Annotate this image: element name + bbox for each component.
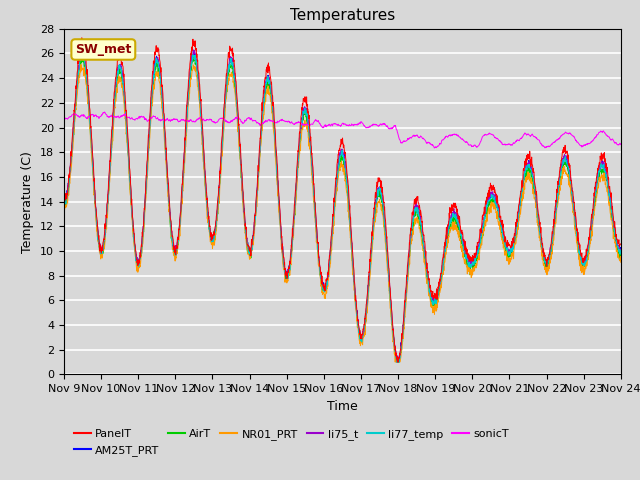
li75_t [60, 198, 68, 204]
AirT [88, 158, 96, 164]
PanelT [602, 158, 609, 164]
PanelT [331, 187, 339, 193]
AM25T_PRT [316, 268, 324, 274]
li77_temp [617, 250, 625, 255]
AM25T_PRT [602, 169, 609, 175]
PanelT [60, 197, 68, 203]
AirT [60, 203, 68, 209]
li75_t [499, 228, 507, 234]
AirT [499, 237, 507, 243]
Legend: PanelT, AM25T_PRT, AirT, NR01_PRT, li75_t, li77_temp, sonicT: PanelT, AM25T_PRT, AirT, NR01_PRT, li75_… [70, 425, 513, 460]
li77_temp [601, 169, 609, 175]
Line: PanelT: PanelT [64, 38, 621, 362]
AirT [393, 359, 401, 365]
AM25T_PRT [617, 245, 625, 251]
PanelT [89, 153, 97, 158]
sonicT [499, 142, 507, 147]
sonicT [601, 130, 609, 136]
li77_temp [499, 233, 507, 239]
sonicT [101, 109, 109, 115]
AM25T_PRT [78, 48, 86, 53]
X-axis label: Time: Time [327, 400, 358, 413]
PanelT [617, 241, 625, 247]
li75_t [316, 267, 324, 273]
li75_t [331, 194, 339, 200]
Title: Temperatures: Temperatures [290, 9, 395, 24]
sonicT [617, 142, 625, 147]
AM25T_PRT [331, 198, 339, 204]
NR01_PRT [602, 181, 609, 187]
NR01_PRT [499, 238, 507, 244]
li77_temp [602, 169, 609, 175]
NR01_PRT [601, 174, 609, 180]
AirT [189, 52, 197, 58]
sonicT [60, 116, 68, 122]
NR01_PRT [331, 202, 339, 208]
PanelT [601, 156, 609, 161]
AirT [617, 249, 625, 255]
AirT [316, 270, 324, 276]
Line: AM25T_PRT: AM25T_PRT [64, 50, 621, 362]
Line: AirT: AirT [64, 55, 621, 362]
li75_t [601, 166, 609, 171]
li77_temp [331, 195, 339, 201]
sonicT [316, 121, 324, 127]
NR01_PRT [77, 61, 85, 67]
li77_temp [316, 272, 324, 278]
li75_t [89, 157, 97, 163]
AirT [601, 169, 609, 175]
PanelT [78, 35, 86, 41]
PanelT [499, 221, 507, 227]
NR01_PRT [316, 275, 324, 280]
Line: sonicT: sonicT [64, 112, 621, 148]
PanelT [316, 264, 324, 270]
sonicT [331, 121, 339, 127]
Line: li75_t: li75_t [64, 49, 621, 362]
sonicT [431, 145, 438, 151]
li75_t [78, 47, 86, 52]
li77_temp [89, 164, 97, 169]
AM25T_PRT [601, 170, 609, 176]
AM25T_PRT [60, 198, 68, 204]
li75_t [617, 246, 625, 252]
AM25T_PRT [89, 157, 97, 163]
NR01_PRT [89, 167, 97, 173]
Line: NR01_PRT: NR01_PRT [64, 64, 621, 362]
AirT [602, 172, 609, 178]
Y-axis label: Temperature (C): Temperature (C) [22, 151, 35, 252]
AirT [331, 200, 339, 205]
li75_t [602, 166, 609, 172]
li77_temp [60, 203, 68, 209]
Line: li77_temp: li77_temp [64, 51, 621, 362]
li75_t [394, 359, 402, 365]
Text: SW_met: SW_met [75, 43, 131, 56]
AM25T_PRT [394, 359, 402, 365]
NR01_PRT [60, 205, 68, 211]
AM25T_PRT [499, 230, 507, 236]
li77_temp [79, 48, 86, 54]
sonicT [602, 131, 609, 136]
PanelT [394, 359, 401, 365]
li77_temp [393, 359, 401, 365]
NR01_PRT [391, 359, 399, 365]
NR01_PRT [617, 260, 625, 265]
sonicT [88, 111, 96, 117]
